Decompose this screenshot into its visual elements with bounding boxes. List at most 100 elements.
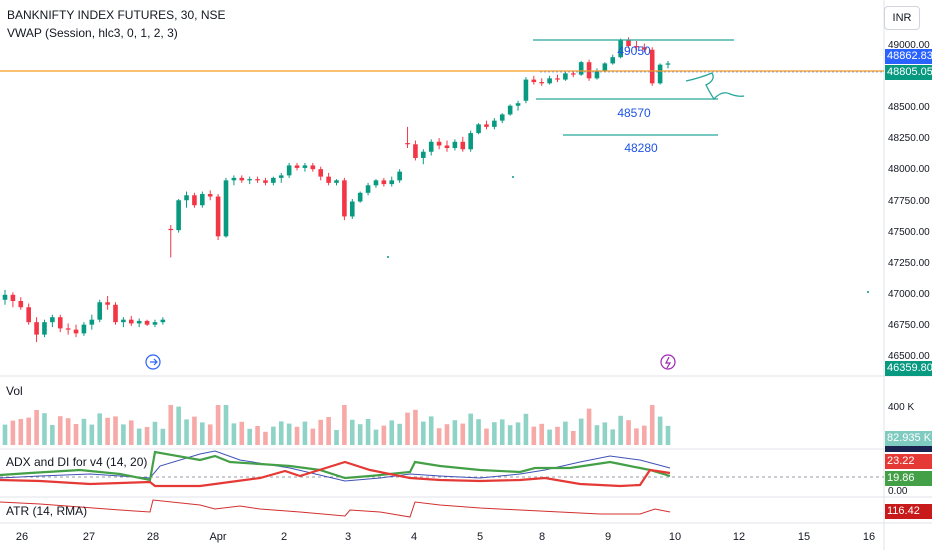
candle[interactable] [50,317,55,323]
candle[interactable] [468,133,473,150]
candle[interactable] [523,79,529,101]
candle[interactable] [602,63,608,71]
candle[interactable] [271,177,276,183]
candle[interactable] [2,294,8,300]
volume-pane-title[interactable]: Vol [6,384,23,398]
candle[interactable] [531,79,537,83]
candle[interactable] [207,194,213,197]
candle[interactable] [342,180,347,217]
candle[interactable] [223,180,229,237]
candle[interactable] [26,307,31,323]
candle[interactable] [357,192,363,202]
candle[interactable] [547,78,552,84]
candle[interactable] [34,322,39,335]
candle[interactable] [255,179,260,181]
candle[interactable] [657,64,663,84]
candle[interactable] [642,47,647,50]
level-label-low[interactable]: 48280 [624,141,658,155]
candle[interactable] [200,194,205,206]
candle[interactable] [160,319,166,323]
vwap-legend[interactable]: VWAP (Session, hlc3, 0, 1, 2, 3) [7,26,178,40]
candle[interactable] [452,141,458,149]
candle[interactable] [397,171,402,181]
candle[interactable] [436,141,442,146]
candle[interactable] [578,62,584,75]
candle[interactable] [89,319,95,325]
candle[interactable] [563,73,568,80]
candle[interactable] [570,73,576,75]
candle[interactable] [499,114,505,121]
candle[interactable] [389,180,395,185]
candle[interactable] [136,320,142,324]
dividend-event-icon[interactable] [145,354,161,370]
atr-pane-title[interactable]: ATR (14, RMA) [6,504,88,518]
plus-di-line[interactable] [0,450,671,482]
candle[interactable] [286,165,292,176]
candle[interactable] [57,317,63,329]
candle[interactable] [349,201,355,217]
candle[interactable] [152,322,158,325]
adx-pane-title[interactable]: ADX and DI for v4 (14, 20) [6,455,148,469]
candle[interactable] [381,180,387,185]
candle[interactable] [405,143,410,145]
freehand-drawing[interactable] [685,72,745,101]
candle[interactable] [105,302,110,305]
candle[interactable] [231,177,237,181]
level-label-top[interactable]: 49050 [617,44,651,58]
candle[interactable] [484,124,489,127]
candle[interactable] [97,302,103,320]
atr-line[interactable] [0,499,671,518]
candle[interactable] [184,195,189,201]
candle[interactable] [555,78,560,80]
candle[interactable] [373,180,379,186]
candle[interactable] [302,165,308,168]
minus-di-line[interactable] [0,460,671,488]
candle[interactable] [65,328,71,330]
level-label-mid[interactable]: 48570 [617,106,651,120]
candle[interactable] [444,145,450,149]
candle[interactable] [176,200,181,231]
candle[interactable] [113,304,118,323]
candle[interactable] [460,141,466,150]
candle[interactable] [294,165,300,168]
candle[interactable] [618,39,623,58]
candle[interactable] [168,228,174,231]
candle[interactable] [515,103,521,106]
candle[interactable] [18,301,24,308]
candle[interactable] [421,151,426,158]
candle[interactable] [492,120,497,127]
candle[interactable] [318,169,324,177]
candle[interactable] [507,105,513,115]
candle[interactable] [81,324,87,334]
candle[interactable] [634,46,639,48]
candle[interactable] [365,185,371,193]
candle[interactable] [594,70,600,79]
candle[interactable] [310,165,316,170]
candle[interactable] [334,180,339,183]
candle[interactable] [239,177,245,181]
candle[interactable] [665,63,671,65]
candle[interactable] [278,175,284,178]
symbol-title[interactable]: BANKNIFTY INDEX FUTURES, 30, NSE [7,8,226,22]
candle[interactable] [128,319,134,324]
candle[interactable] [586,62,592,79]
candle[interactable] [10,294,16,302]
candle[interactable] [626,39,631,46]
candle[interactable] [144,320,150,325]
currency-selector[interactable]: INR [884,6,920,30]
candle[interactable] [263,180,268,183]
candle[interactable] [42,322,47,335]
candle[interactable] [649,49,655,84]
candle[interactable] [326,176,331,183]
candle[interactable] [215,196,221,237]
candle[interactable] [73,329,79,334]
candle[interactable] [428,141,434,152]
candle[interactable] [413,144,418,158]
candle[interactable] [539,82,545,84]
candle[interactable] [247,179,252,181]
earnings-event-icon[interactable] [660,354,676,370]
candle[interactable] [476,124,481,134]
candle[interactable] [121,319,126,323]
candle[interactable] [610,57,616,64]
